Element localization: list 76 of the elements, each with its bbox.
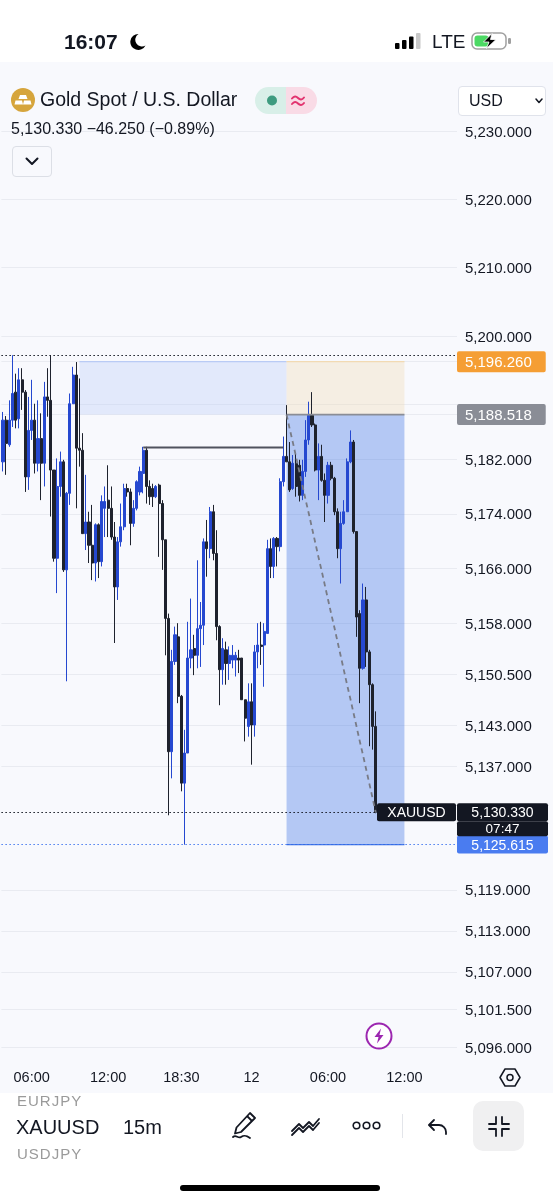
y-tick-label: 5,119.000 [465, 881, 531, 899]
candlestick [94, 522, 97, 582]
y-tick-label: 5,230.000 [465, 122, 532, 140]
y-tick-label: 5,200.000 [465, 327, 532, 345]
candlestick [36, 399, 40, 472]
y-tick-label: 5,113.000 [465, 922, 531, 940]
candlestick [361, 583, 365, 671]
y-tick-label: 5,150.500 [465, 665, 532, 683]
x-tick-label: 12:00 [89, 1068, 127, 1085]
candlestick [250, 682, 253, 766]
y-tick-label: 5,137.000 [465, 758, 532, 776]
candlestick [260, 621, 263, 666]
y-tick-label: 5,182.000 [465, 450, 532, 468]
text: EURJPY [17, 1092, 83, 1109]
y-tick-label: 5,166.000 [465, 559, 532, 577]
candlestick [291, 454, 294, 491]
candlestick [142, 446, 145, 494]
text: XAUUSD [16, 1116, 100, 1138]
y-tick-label: 5,096.000 [465, 1038, 532, 1056]
x-tick-label: 06:00 [309, 1068, 347, 1085]
candlestick [1, 411, 5, 472]
y-tick-label: 5,196.260 [465, 353, 532, 371]
annotation: XAUUSD [387, 804, 446, 821]
candlestick [43, 381, 46, 487]
candlestick [154, 484, 157, 499]
candlestick [145, 446, 148, 505]
candlestick [62, 459, 65, 573]
candlestick [209, 506, 212, 559]
y-tick-label: 5,107.000 [465, 963, 532, 981]
chart-subtitle: 5,130.330 −46.250 (−0.89%) [11, 120, 215, 137]
candlestick [272, 536, 275, 579]
text: 07:47 [485, 821, 520, 837]
candlestick [221, 637, 224, 686]
x-tick-label: 06:00 [13, 1068, 50, 1085]
text: LTE [432, 31, 466, 52]
x-tick-label: 12:00 [386, 1068, 423, 1085]
candlestick [275, 536, 279, 567]
candlestick [228, 645, 231, 681]
candlestick [196, 559, 199, 669]
text: 16:07 [64, 30, 118, 53]
y-tick-label: 5,220.000 [465, 190, 532, 208]
candlestick [326, 461, 330, 505]
candlestick [193, 634, 196, 676]
candlestick [17, 367, 20, 429]
text: USDJPY [17, 1145, 83, 1162]
candlestick [14, 373, 17, 429]
candlestick [97, 522, 100, 579]
candlestick [33, 403, 36, 474]
text: 15m [123, 1116, 162, 1138]
candlestick [107, 464, 110, 538]
candlestick [269, 537, 272, 579]
y-tick-label: 5,188.518 [465, 406, 532, 424]
line-series [285, 413, 377, 814]
candlestick [317, 442, 320, 501]
y-tick-label: 5,174.000 [465, 505, 532, 523]
x-tick-label: 18:30 [163, 1068, 200, 1085]
y-tick-label: 5,210.000 [465, 259, 532, 277]
y-tick-label: 5,158.000 [465, 614, 532, 632]
candlestick [247, 682, 250, 738]
candlestick [151, 483, 154, 508]
y-tick-label: 5,143.000 [465, 717, 532, 735]
candlestick [91, 504, 94, 581]
candlestick [224, 641, 228, 686]
x-tick-label: 12 [243, 1068, 260, 1085]
chart-title: Gold Spot / U.S. Dollar [40, 88, 238, 110]
candlestick [295, 453, 298, 498]
candlestick [75, 361, 78, 509]
candlestick [40, 412, 43, 501]
candlestick [205, 519, 208, 578]
y-tick-label: 5,101.500 [465, 1000, 532, 1018]
ref-line-label: 5,125.615 [471, 836, 534, 853]
candlestick [84, 474, 87, 551]
candlestick [5, 415, 8, 476]
ref-line-label: 5,130.330 [471, 804, 534, 821]
text: USD [469, 92, 503, 109]
candlestick [129, 488, 132, 546]
